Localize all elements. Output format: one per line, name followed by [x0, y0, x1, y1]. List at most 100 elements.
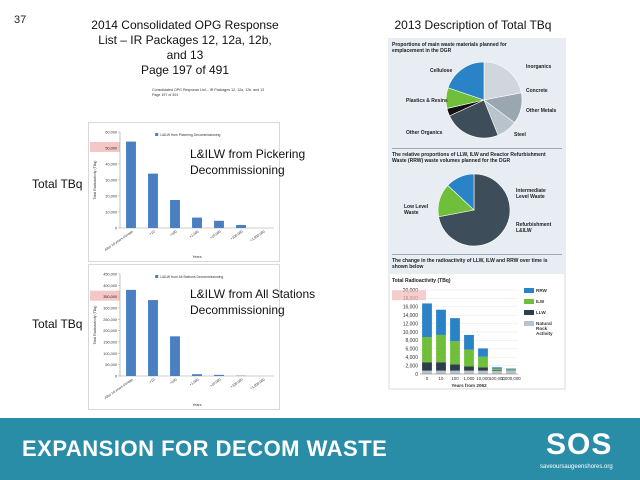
- x-tick-label: +100: [169, 229, 178, 237]
- pie-label: Cellulose: [430, 68, 452, 74]
- pickering-chart: 010,00020,00030,00040,00050,00060,00050,…: [88, 122, 280, 262]
- y-tick-label: 100,000: [103, 352, 117, 356]
- stacked-chart-title: Total Radioactivity (TBq): [392, 278, 451, 284]
- bar: [170, 200, 180, 228]
- pie-label: Steel: [514, 132, 527, 138]
- x-tick-label: +1,000: [189, 377, 200, 386]
- x-tick-label: +1,000: [189, 229, 200, 238]
- x-tick-label: +10: [149, 377, 156, 384]
- stacked-legend-swatch: [524, 299, 534, 304]
- stacked-y-tick-label: 10,000: [403, 330, 419, 336]
- slide-number: 37: [14, 14, 27, 26]
- stacked-bar-segment: [422, 337, 432, 363]
- y-tick-label: 0: [115, 227, 117, 231]
- footer-bar: [0, 418, 640, 480]
- y-tick-label: 150,000: [103, 341, 117, 345]
- pickering-label-line2: Decommissioning: [190, 163, 285, 177]
- x-tick-label: +10,000: [209, 229, 222, 239]
- y-tick-label: 40,000: [105, 163, 117, 167]
- bar: [236, 224, 246, 228]
- stacked-bar-segment: [492, 370, 502, 374]
- y-tick-label: 60,000: [105, 131, 117, 135]
- row-label-top: Total TBq: [32, 177, 83, 191]
- y-tick-label-highlighted: 350,000: [103, 295, 117, 299]
- stacked-y-tick-label: 14,000: [403, 313, 419, 319]
- right-heading: 2013 Description of Total TBq: [394, 18, 552, 32]
- y-tick-label-highlighted: 50,000: [105, 147, 117, 151]
- pickering-chart-label: L&ILW from Pickering Decommissioning: [190, 146, 305, 178]
- stacked-x-tick-label: 1,000,000: [501, 376, 521, 381]
- pickering-label-line1: L&ILW from Pickering: [190, 147, 306, 161]
- x-tick-label: +10: [149, 229, 156, 236]
- left-heading-line3: and 13: [166, 48, 204, 62]
- small-caption: Consolidated OPG Response List – IR Pack…: [152, 88, 302, 97]
- stacked-legend-label: Natural: [536, 321, 552, 326]
- small-caption-line1: Consolidated OPG Response List – IR Pack…: [152, 88, 265, 92]
- legend-swatch: [155, 275, 159, 278]
- all-stations-label-line1: L&ILW from All Stations: [190, 287, 316, 301]
- y-tick-label: 0: [115, 375, 117, 379]
- pie-label: Inorganics: [526, 64, 552, 70]
- stacked-bar-segment: [422, 370, 432, 374]
- stacked-bar-segment: [464, 370, 474, 374]
- stacked-legend-label: Activity: [536, 331, 553, 336]
- left-heading: 2014 Consolidated OPG Response List – IR…: [70, 18, 300, 78]
- stacked-x-tick-label: 100,000: [489, 376, 505, 381]
- bar: [126, 289, 136, 376]
- left-heading-line1: 2014 Consolidated OPG Response: [91, 18, 279, 32]
- stacked-legend-swatch: [524, 288, 534, 293]
- pie-label: Plastics & Resins: [406, 98, 448, 104]
- bar: [148, 300, 158, 376]
- y-tick-label: 250,000: [103, 318, 117, 322]
- y-tick-label: 300,000: [103, 307, 117, 311]
- stacked-bar-segment: [492, 368, 502, 370]
- stacked-legend-label: ILW: [536, 299, 545, 304]
- bar: [148, 173, 158, 228]
- stacked-bar-segment: [478, 367, 488, 371]
- stacked-legend-label: LLW: [536, 310, 546, 315]
- pie-label: Other Organics: [406, 130, 443, 136]
- footer-title: EXPANSION FOR DECOM WASTE: [22, 436, 388, 461]
- highlight-box: [392, 290, 426, 301]
- panel-divider-1: [392, 148, 562, 149]
- y-tick-label: 20,000: [105, 195, 117, 199]
- chart-frame: [88, 122, 280, 262]
- y-axis-label: Total Radioactivity (TBq): [93, 306, 97, 345]
- stacked-x-tick-label: 0: [426, 376, 429, 381]
- left-heading-page: Page 197 of 491: [140, 63, 230, 77]
- legend-label: L&ILW from All Stations Decommissioning: [160, 275, 223, 279]
- waste-materials-pie: Cellulose Inorganics Concrete Other Metals S…: [406, 61, 557, 139]
- x-axis-label: Years: [192, 403, 201, 407]
- pie-label: Refurbishment: [516, 222, 552, 228]
- pie2-title: The relative proportions of LLW, ILW and…: [392, 152, 546, 164]
- x-tick-label: +100,000: [230, 377, 244, 389]
- legend-label: L&ILW from Pickering Decommissioning: [160, 133, 220, 137]
- stacked-y-tick-label: 16,000: [403, 305, 419, 311]
- stacked-bar-segment: [436, 370, 446, 374]
- highlight-box: [90, 290, 120, 301]
- bar: [214, 374, 224, 376]
- bar: [192, 374, 202, 376]
- bar: [170, 336, 180, 376]
- y-tick-label: 10,000: [105, 211, 117, 215]
- pie-label: L&ILW: [516, 228, 532, 234]
- all-stations-chart: 0 50,000 100,000 150,000 200,000 250,000 300,0…: [88, 264, 280, 410]
- stacked-bar-segment: [492, 369, 502, 371]
- small-caption-line2: Page 197 of 491: [152, 92, 179, 97]
- stacked-x-tick-label: 100: [451, 376, 459, 381]
- left-heading-line2: List – IR Packages 12, 12a, 12b,: [98, 33, 272, 47]
- pie-label: Concrete: [526, 88, 548, 94]
- stacked-bar-segment: [436, 334, 446, 363]
- bar: [192, 217, 202, 228]
- stacked-y-tick-label: 0: [415, 372, 418, 378]
- stacked-bar-segment: [492, 367, 502, 369]
- x-tick-label: +10,000: [209, 377, 222, 387]
- stacked-bar-segment: [450, 341, 460, 365]
- panel-divider-2: [392, 254, 562, 255]
- y-tick-label: 200,000: [103, 329, 117, 333]
- stacked-bar-segment: [450, 318, 460, 342]
- pie-label: Other Metals: [526, 108, 557, 114]
- stacked-bar-segment: [464, 349, 474, 367]
- bar: [126, 141, 136, 228]
